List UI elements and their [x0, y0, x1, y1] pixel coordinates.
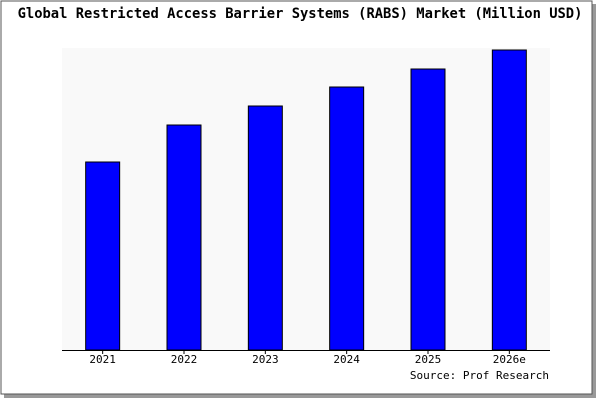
- bar: [329, 86, 365, 351]
- x-tick-label: 2023: [252, 353, 279, 366]
- plot-area: [62, 48, 550, 350]
- x-tick-label: 2025: [415, 353, 442, 366]
- bar: [166, 124, 202, 351]
- source: Source: Prof Research: [410, 369, 549, 382]
- bar: [85, 161, 121, 351]
- bar: [410, 68, 446, 351]
- bar: [247, 105, 283, 351]
- x-tick-label: 2024: [333, 353, 360, 366]
- x-tick-label: 2021: [89, 353, 116, 366]
- x-tick-label: 2026e: [493, 353, 526, 366]
- chart-title: Global Restricted Access Barrier Systems…: [18, 6, 583, 22]
- x-tick-label: 2022: [171, 353, 198, 366]
- bar: [491, 49, 527, 351]
